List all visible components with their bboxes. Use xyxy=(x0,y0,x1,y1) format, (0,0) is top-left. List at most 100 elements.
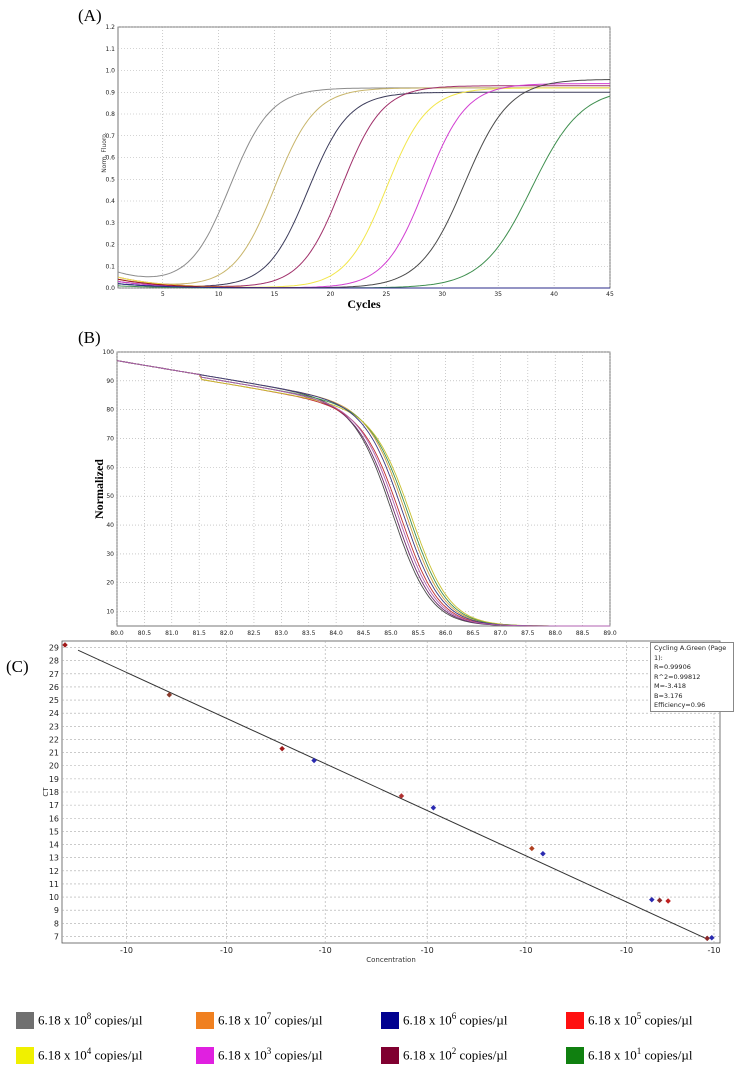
legend-item: 6.18 x 106 copies/µl xyxy=(381,1010,507,1030)
x-tick-label: 87.5 xyxy=(521,630,535,637)
data-point-8 xyxy=(540,850,546,857)
y-axis-title: Normalized xyxy=(92,459,106,519)
y-axis-title: Norm. Fluoro. xyxy=(101,132,108,173)
x-tick-label: 15 xyxy=(271,291,279,298)
y-tick-label: 0.7 xyxy=(105,133,115,140)
legend-item: 6.18 x 103 copies/µl xyxy=(196,1045,322,1065)
legend-label-base: 6.18 x 10 xyxy=(588,1047,637,1063)
x-tick-label: 25 xyxy=(383,291,391,298)
legend-label: 6.18 x 103 copies/µl xyxy=(218,1046,322,1063)
y-tick-label: 90 xyxy=(106,378,114,385)
x-tick-label: 85.5 xyxy=(412,630,426,637)
panel-b-label: (B) xyxy=(78,328,101,347)
y-tick-label: 25 xyxy=(49,696,59,705)
y-tick-label: 27 xyxy=(49,670,59,679)
y-tick-label: 0.8 xyxy=(105,111,115,118)
amplification-series-10 xyxy=(117,283,610,289)
y-tick-label: 1.1 xyxy=(105,46,115,53)
y-tick-label: 20 xyxy=(106,580,114,587)
x-tick-label: -10 xyxy=(620,946,633,955)
y-tick-label: 9 xyxy=(54,906,59,915)
y-tick-label: 0.0 xyxy=(105,285,115,292)
x-tick-label: 84.0 xyxy=(329,630,343,637)
legend-label-exponent: 7 xyxy=(266,1011,272,1022)
regression-line xyxy=(77,649,708,940)
y-tick-label: 0.6 xyxy=(105,155,115,162)
y-tick-label: 0.1 xyxy=(105,263,115,270)
y-tick-label: 14 xyxy=(49,841,59,850)
legend-label-unit: copies/µl xyxy=(271,1047,323,1063)
y-tick-label: 23 xyxy=(49,722,59,731)
y-tick-label: 21 xyxy=(49,749,59,758)
legend-label-exponent: 5 xyxy=(636,1011,642,1022)
y-tick-label: 70 xyxy=(106,436,114,443)
x-tick-label: 83.0 xyxy=(275,630,289,637)
legend-swatch xyxy=(16,1046,34,1064)
y-axis-title: CT xyxy=(42,787,50,797)
legend-label-base: 6.18 x 10 xyxy=(38,1012,87,1028)
regression-stats-box: Cycling A.Green (Page 1): R=0.99906 R^2=… xyxy=(650,642,734,712)
x-axis-title: Cycles xyxy=(347,297,381,311)
legend-label: 6.18 x 105 copies/µl xyxy=(588,1011,692,1028)
melt-series-8 xyxy=(116,360,610,627)
x-tick-label: 80.5 xyxy=(138,630,152,637)
legend-item: 6.18 x 105 copies/µl xyxy=(566,1010,692,1030)
x-tick-label: 45 xyxy=(606,291,614,298)
x-tick-label: 81.0 xyxy=(165,630,179,637)
y-tick-label: 28 xyxy=(49,657,59,666)
legend-label-base: 6.18 x 10 xyxy=(403,1012,452,1028)
y-tick-label: 30 xyxy=(106,551,114,558)
legend-label-unit: copies/µl xyxy=(271,1012,323,1028)
y-tick-label: 7 xyxy=(54,932,59,941)
y-tick-label: 50 xyxy=(106,493,114,500)
x-tick-label: 89.0 xyxy=(603,630,617,637)
x-tick-label: -10 xyxy=(220,946,233,955)
x-tick-label: 88.5 xyxy=(576,630,590,637)
legend-label-exponent: 2 xyxy=(451,1046,457,1057)
x-tick-label: 84.5 xyxy=(357,630,371,637)
x-tick-label: 40 xyxy=(550,291,558,298)
data-point-7 xyxy=(529,845,535,852)
stats-b: B=3.176 xyxy=(654,691,683,700)
legend-label-exponent: 6 xyxy=(451,1011,457,1022)
x-tick-label: 88.0 xyxy=(549,630,563,637)
x-tick-label: 81.5 xyxy=(192,630,206,637)
x-tick-label: 80.0 xyxy=(110,630,124,637)
legend-swatch xyxy=(566,1046,584,1064)
legend-label-exponent: 4 xyxy=(86,1046,92,1057)
legend-label-unit: copies/µl xyxy=(91,1047,143,1063)
legend-label-exponent: 8 xyxy=(86,1011,92,1022)
data-point-11 xyxy=(665,898,671,904)
y-tick-label: 8 xyxy=(54,919,59,928)
legend-swatch xyxy=(381,1046,399,1064)
stats-title: Cycling A.Green (Page 1): xyxy=(654,644,727,662)
x-tick-label: -10 xyxy=(519,946,532,955)
stats-r: R=0.99906 xyxy=(654,663,691,671)
legend-label-base: 6.18 x 10 xyxy=(403,1047,452,1063)
x-tick-label: 83.5 xyxy=(302,630,316,637)
legend-label: 6.18 x 106 copies/µl xyxy=(403,1011,507,1028)
x-tick-label: 82.0 xyxy=(220,630,234,637)
x-tick-label: 82.5 xyxy=(247,630,261,637)
legend-label-base: 6.18 x 10 xyxy=(218,1012,267,1028)
y-tick-label: 0.4 xyxy=(105,198,115,205)
x-tick-label: -10 xyxy=(319,946,332,955)
legend-label: 6.18 x 102 copies/µl xyxy=(403,1046,507,1063)
y-tick-label: 40 xyxy=(106,522,114,529)
legend-label-exponent: 1 xyxy=(636,1046,642,1057)
x-tick-label: 20 xyxy=(327,291,335,298)
panel-a-label: (A) xyxy=(78,6,102,25)
x-axis-title: Concentration xyxy=(366,956,416,964)
y-tick-label: 26 xyxy=(49,683,59,692)
legend-swatch xyxy=(16,1011,34,1029)
legend-label: 6.18 x 104 copies/µl xyxy=(38,1046,142,1063)
x-tick-label: 30 xyxy=(438,291,446,298)
panel-c-label: (C) xyxy=(6,657,29,676)
y-tick-label: 24 xyxy=(49,709,59,718)
amplification-chart: 0.0 0.1 0.2 0.3 0.4 0.5 0.6 0.7 0.8 0.9 1.0 1.1 1.2 5… xyxy=(101,24,614,311)
legend-item: 6.18 x 107 copies/µl xyxy=(196,1010,322,1030)
y-tick-label: 16 xyxy=(49,814,59,823)
y-tick-label: 13 xyxy=(49,854,59,863)
legend-label-exponent: 3 xyxy=(266,1046,272,1057)
data-point-5 xyxy=(398,793,405,799)
